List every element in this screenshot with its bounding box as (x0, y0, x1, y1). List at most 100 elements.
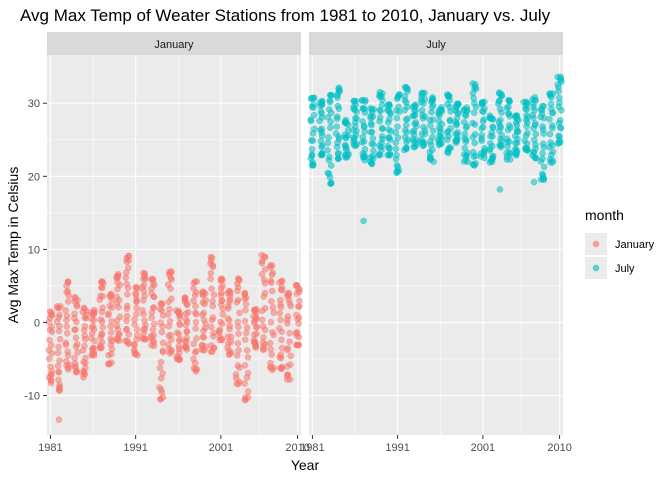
data-point-january (107, 329, 115, 336)
data-point-july (471, 131, 479, 138)
data-point-july (453, 100, 460, 108)
data-point-january (218, 297, 226, 304)
data-point-july (352, 114, 359, 122)
data-point-january (200, 309, 207, 317)
legend-marker-january (592, 240, 600, 248)
data-point-january (284, 344, 291, 352)
x-tick-label: 1981 (300, 442, 324, 454)
data-point-january (156, 364, 164, 372)
data-point-january (295, 303, 302, 310)
data-point-january (140, 269, 147, 277)
data-point-january (55, 368, 62, 376)
data-point-january (267, 318, 275, 326)
data-point-january (208, 323, 215, 331)
data-point-july (427, 122, 434, 129)
data-point-july (318, 149, 326, 157)
data-point-january (198, 341, 206, 349)
data-point-january (190, 285, 197, 292)
data-point-january (190, 297, 197, 305)
data-point-january (241, 317, 249, 325)
data-point-january (88, 324, 96, 331)
data-point-july (369, 135, 377, 142)
y-axis: -10 0 10 20 30 (24, 98, 47, 403)
legend: month January July (585, 207, 655, 279)
x-tick-label: 2010 (547, 442, 571, 454)
data-point-january (260, 334, 267, 341)
data-point-january (131, 342, 138, 349)
data-point-july (403, 144, 410, 152)
data-point-july (547, 139, 554, 146)
data-point-january (132, 284, 139, 291)
data-point-january (55, 416, 63, 423)
data-point-july (496, 186, 504, 193)
data-point-july (539, 150, 546, 157)
data-point-january (261, 289, 269, 297)
data-point-july (333, 123, 340, 130)
x-tick-label: 2001 (471, 442, 495, 454)
data-point-january (168, 295, 175, 303)
data-point-july (326, 91, 334, 99)
data-point-january (277, 296, 284, 304)
data-point-january (193, 365, 201, 373)
data-point-july (486, 114, 494, 122)
data-point-january (235, 275, 242, 282)
data-point-july (370, 147, 377, 155)
data-point-january (192, 302, 199, 310)
data-point-january (123, 280, 130, 288)
data-point-january (157, 395, 164, 403)
data-point-july (341, 141, 349, 149)
data-point-july (368, 121, 375, 129)
data-point-january (260, 276, 268, 284)
data-point-january (207, 342, 215, 349)
data-point-january (175, 343, 183, 350)
legend-title: month (585, 207, 624, 223)
data-point-january (124, 291, 131, 298)
data-point-january (125, 252, 132, 260)
data-point-july (324, 169, 332, 177)
data-point-july (420, 123, 427, 131)
data-point-july (392, 145, 400, 153)
y-axis-title: Avg Max Temp in Celsius (5, 167, 21, 324)
data-point-july (326, 153, 333, 161)
data-point-july (547, 100, 555, 108)
data-point-july (555, 132, 563, 140)
data-point-january (105, 310, 112, 317)
data-point-july (307, 137, 315, 144)
data-point-january (278, 336, 285, 344)
data-point-july (310, 111, 318, 119)
data-point-july (318, 125, 325, 133)
facet-panel-january: January (45, 32, 303, 435)
data-point-january (192, 347, 200, 355)
plot-background-january (47, 55, 301, 435)
x-tick-label: 2010 (285, 442, 309, 454)
data-point-july (505, 103, 512, 111)
data-point-january (262, 266, 269, 273)
data-point-january (193, 278, 200, 285)
data-point-january (106, 360, 113, 367)
data-point-january (253, 330, 260, 338)
data-point-january (295, 341, 303, 349)
data-point-january (123, 326, 130, 333)
data-point-january (150, 332, 158, 339)
data-point-july (379, 133, 386, 140)
data-point-january (252, 306, 260, 313)
data-point-january (242, 300, 250, 308)
data-point-january (234, 362, 242, 369)
data-point-january (159, 370, 166, 377)
data-point-january (286, 329, 293, 337)
data-point-july (546, 130, 554, 138)
data-point-january (244, 388, 252, 395)
data-point-january (56, 335, 64, 343)
data-point-january (123, 312, 131, 320)
data-point-july (327, 162, 335, 169)
data-point-january (48, 309, 55, 316)
data-point-january (190, 355, 197, 363)
data-point-january (234, 318, 242, 326)
data-point-january (46, 336, 53, 344)
legend-label-july: July (615, 263, 635, 275)
data-point-january (235, 330, 242, 337)
legend-label-january: January (615, 239, 655, 251)
y-tick-label: 20 (28, 171, 40, 183)
data-point-january (165, 341, 172, 349)
data-point-july (376, 91, 384, 99)
